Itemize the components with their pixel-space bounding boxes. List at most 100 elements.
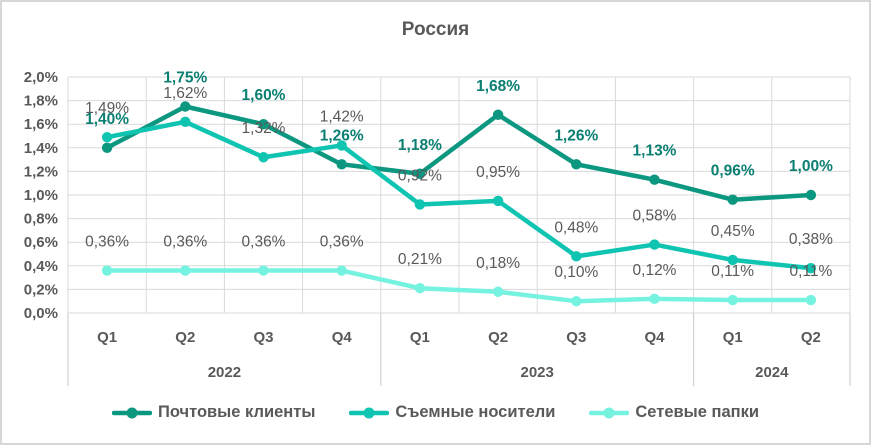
legend-marker-icon — [349, 407, 390, 418]
series-line-2 — [104, 268, 814, 304]
y-tick-label: 0,2% — [24, 281, 58, 298]
x-tick-label: Q4 — [644, 329, 665, 346]
data-label: 0,92% — [398, 167, 442, 184]
data-point — [258, 119, 269, 130]
data-point — [727, 194, 738, 205]
data-label: 0,45% — [711, 223, 755, 240]
chart-title: Россия — [401, 19, 470, 40]
data-label: 1,26% — [554, 127, 598, 144]
y-tick-label: 1,6% — [24, 116, 58, 133]
data-point — [571, 296, 582, 307]
data-label: 0,95% — [476, 164, 520, 181]
data-label: 1,18% — [398, 137, 442, 154]
data-label: 0,36% — [320, 234, 364, 251]
y-tick-label: 1,8% — [24, 93, 58, 110]
y-tick-label: 1,2% — [24, 163, 58, 180]
data-label: 0,36% — [163, 234, 207, 251]
data-point — [727, 294, 738, 306]
series-line-0 — [104, 104, 814, 202]
data-point — [492, 286, 504, 297]
data-label: 1,26% — [320, 127, 364, 144]
y-tick-label: 0,0% — [24, 305, 58, 322]
data-point — [414, 199, 426, 210]
data-point — [414, 283, 426, 294]
data-label: 0,96% — [711, 163, 755, 180]
data-point — [805, 262, 817, 274]
y-tick-label: 1,0% — [24, 187, 58, 204]
data-point — [492, 195, 504, 207]
legend-item-1: Съемные носители — [349, 403, 555, 422]
data-label: 1,13% — [633, 143, 677, 160]
data-point — [336, 159, 347, 170]
x-tick-label: Q2 — [801, 329, 821, 346]
data-point — [727, 254, 738, 266]
data-point — [649, 239, 660, 250]
data-point — [258, 265, 269, 276]
x-tick-label: Q2 — [175, 329, 195, 346]
y-tick-label: 0,8% — [24, 211, 58, 228]
data-label: 1,68% — [476, 78, 520, 95]
data-label: 0,10% — [554, 264, 598, 281]
x-tick-label: Q1 — [97, 329, 117, 346]
data-label: 0,58% — [633, 208, 677, 225]
legend: Почтовые клиенты Съемные носители Сетевые … — [2, 403, 869, 422]
legend-dot — [603, 407, 615, 418]
legend-dot — [126, 407, 138, 418]
data-label: 1,60% — [242, 87, 286, 104]
data-label: 0,36% — [85, 234, 129, 251]
data-point — [571, 251, 582, 262]
data-point — [336, 140, 347, 151]
x-tick-label: Q2 — [488, 329, 508, 346]
series-line-1 — [104, 119, 814, 271]
legend-item-2: Сетевые папки — [589, 403, 759, 422]
legend-dot — [363, 407, 375, 418]
plot-area: 0,0% 0,2% 0,4% 0,6% 0,8% 1,0% 1,2% 1,4% 1,6% 1,8%… — [24, 69, 851, 386]
data-label: 0,12% — [633, 262, 677, 279]
y-tick-label: 2,0% — [24, 69, 58, 86]
x-tick-label: Q3 — [253, 329, 273, 346]
data-point — [258, 152, 269, 163]
data-label: 0,11% — [711, 263, 754, 280]
x-tick-label: Q1 — [410, 329, 430, 346]
data-point — [101, 131, 113, 143]
data-label: 0,21% — [398, 251, 442, 268]
data-label: 1,49% — [85, 100, 129, 117]
data-label: 0,11% — [789, 263, 832, 280]
data-label: 1,75% — [163, 70, 207, 87]
y-tick-label: 0,4% — [24, 258, 58, 275]
legend-marker-icon — [589, 407, 630, 418]
data-label: 1,40% — [85, 111, 129, 128]
data-point — [180, 101, 191, 112]
legend-label: Сетевые папки — [635, 403, 760, 421]
data-point — [336, 265, 347, 276]
data-point — [180, 265, 191, 276]
data-point — [101, 142, 113, 153]
data-point — [101, 265, 113, 276]
y-tick-label: 1,4% — [24, 140, 58, 157]
data-point — [414, 168, 426, 179]
x-tick-label: Q4 — [332, 329, 353, 346]
data-label: 1,32% — [242, 120, 286, 137]
data-point — [180, 116, 191, 128]
legend-label: Почтовые клиенты — [157, 403, 316, 421]
data-point — [805, 294, 817, 306]
year-label: 2023 — [521, 364, 554, 381]
year-label: 2024 — [755, 364, 789, 381]
year-label: 2022 — [208, 364, 241, 381]
data-point — [571, 159, 582, 170]
data-label: 1,62% — [163, 85, 207, 102]
data-label: 0,38% — [789, 231, 833, 248]
data-label: 0,36% — [242, 234, 286, 251]
y-tick-label: 0,6% — [24, 234, 58, 251]
data-label: 0,48% — [554, 219, 598, 236]
legend-item-0: Почтовые клиенты — [111, 403, 316, 422]
data-label: 0,18% — [476, 255, 520, 272]
x-tick-label: Q1 — [723, 329, 743, 346]
data-point — [805, 189, 817, 201]
legend-label: Съемные носители — [395, 403, 556, 421]
data-point — [649, 293, 660, 305]
data-point — [492, 109, 504, 120]
data-label: 1,42% — [320, 108, 364, 125]
data-point — [649, 174, 660, 185]
